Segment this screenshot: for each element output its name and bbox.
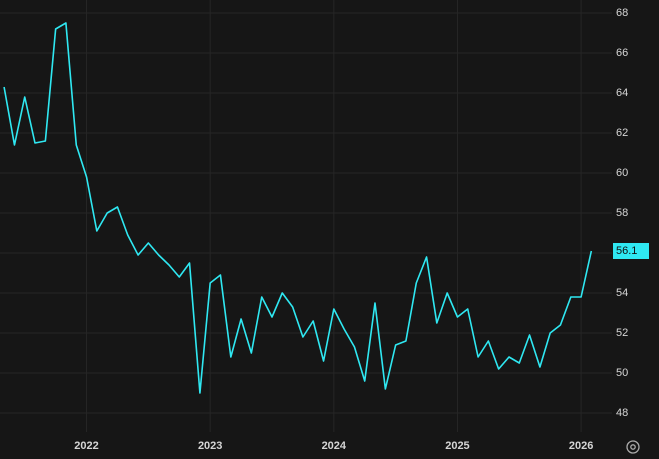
y-tick-label: 58: [616, 207, 628, 219]
y-tick-label: 68: [616, 7, 628, 19]
gear-center: [630, 444, 636, 450]
x-tick-label: 2025: [445, 440, 469, 452]
data-line: [3, 22, 593, 394]
settings-icon[interactable]: [626, 440, 640, 454]
x-tick-label: 2024: [322, 440, 347, 452]
y-tick-label: 48: [616, 407, 628, 419]
grid: [0, 0, 612, 432]
y-tick-label: 54: [616, 287, 628, 299]
y-tick-label: 66: [616, 47, 628, 59]
y-tick-label: 60: [616, 167, 628, 179]
x-tick-label: 2023: [198, 440, 222, 452]
gear-outline: [626, 440, 640, 454]
y-tick-label: 62: [616, 127, 628, 139]
x-tick-label: 2022: [74, 440, 98, 452]
last-value-box: [613, 243, 649, 259]
y-tick-label: 50: [616, 367, 628, 379]
last-value-label: 56.1: [616, 245, 637, 257]
y-tick-label: 52: [616, 327, 628, 339]
x-tick-label: 2026: [569, 440, 593, 452]
y-tick-label: 64: [616, 87, 628, 99]
